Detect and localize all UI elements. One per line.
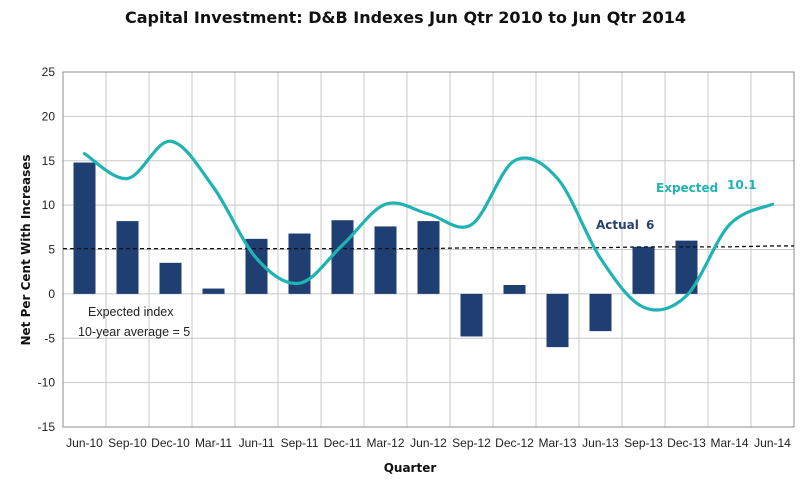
x-tick-label: Jun-13 xyxy=(582,436,619,450)
actual-annotation-label: Actual xyxy=(596,218,639,232)
expected-annotation-value: 10.1 xyxy=(727,178,757,192)
actual-bar xyxy=(460,293,483,337)
x-tick-label: Mar-11 xyxy=(195,436,232,450)
actual-bar xyxy=(159,262,182,294)
actual-bars xyxy=(73,162,698,348)
y-tick-label: 15 xyxy=(42,154,56,168)
x-tick-label: Dec-11 xyxy=(324,436,362,450)
y-tick-label: -10 xyxy=(38,376,56,390)
y-tick-label: -15 xyxy=(38,420,56,434)
actual-bar xyxy=(202,288,225,294)
y-tick-label: 0 xyxy=(48,287,55,301)
x-tick-label: Sep-10 xyxy=(108,436,147,450)
actual-bar xyxy=(546,293,569,348)
actual-bar xyxy=(589,293,612,332)
expected-index-note-line2: 10-year average = 5 xyxy=(78,325,190,339)
plot-area-border xyxy=(62,71,795,428)
expected-annotation-label: Expected xyxy=(656,181,718,195)
x-tick-label: Sep-12 xyxy=(452,436,491,450)
x-tick-label: Dec-12 xyxy=(495,436,534,450)
x-tick-label: Mar-12 xyxy=(366,436,404,450)
x-axis: Jun-10 Sep-10 Dec-10 Mar-11 Jun-11 Sep-11 Dec-… xyxy=(66,436,791,450)
x-tick-label: Dec-13 xyxy=(667,436,706,450)
expected-index-note-line1: Expected index xyxy=(88,305,174,319)
chart-title: Capital Investment: D&B Indexes Jun Qtr … xyxy=(124,8,687,27)
ten-year-average-line xyxy=(63,245,794,250)
y-tick-label: 10 xyxy=(42,198,56,212)
actual-bar xyxy=(331,220,354,294)
y-tick-label: 20 xyxy=(42,109,56,123)
x-tick-label: Jun-10 xyxy=(66,436,103,450)
x-tick-label: Dec-10 xyxy=(151,436,190,450)
actual-bar xyxy=(675,240,698,294)
y-tick-label: -5 xyxy=(44,331,55,345)
y-tick-label: 25 xyxy=(42,65,56,79)
x-tick-label: Sep-13 xyxy=(624,436,663,450)
x-tick-label: Jun-11 xyxy=(239,436,275,450)
actual-bar xyxy=(73,162,96,294)
actual-bar xyxy=(116,221,139,294)
x-tick-label: Mar-14 xyxy=(710,436,748,450)
x-tick-label: Mar-13 xyxy=(538,436,576,450)
x-tick-label: Jun-14 xyxy=(754,436,791,450)
x-tick-label: Jun-12 xyxy=(410,436,447,450)
actual-bar xyxy=(503,285,526,294)
x-axis-label: Quarter xyxy=(384,461,437,475)
expected-line xyxy=(82,139,775,312)
actual-bar xyxy=(417,221,440,294)
actual-bar xyxy=(374,226,397,294)
y-axis-label: Net Per Cent With Increases xyxy=(19,154,33,345)
x-tick-label: Sep-11 xyxy=(281,436,319,450)
actual-bar xyxy=(632,246,655,294)
actual-annotation-value: 6 xyxy=(646,218,654,232)
y-axis: 25 20 15 10 5 0 -5 -10 -15 xyxy=(38,65,56,434)
y-tick-label: 5 xyxy=(48,243,55,257)
